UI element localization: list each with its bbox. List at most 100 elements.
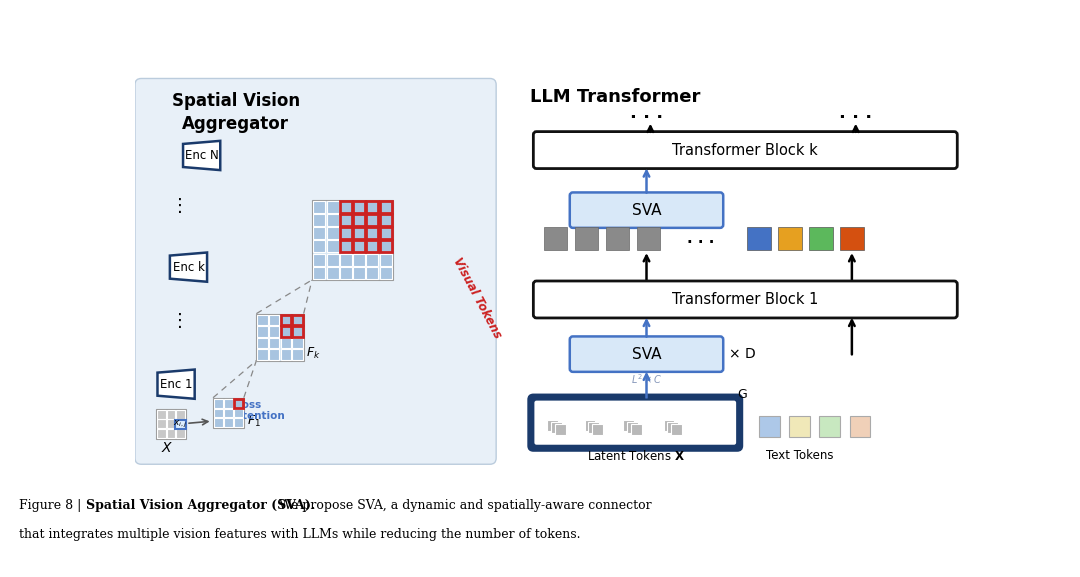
Bar (224, 399, 233, 407)
Bar (576, 227, 598, 250)
Bar (379, 214, 392, 226)
Bar (269, 349, 280, 359)
Bar (281, 314, 291, 325)
Bar (166, 429, 175, 438)
FancyBboxPatch shape (570, 336, 724, 372)
Bar (820, 416, 840, 437)
Bar (366, 253, 378, 265)
Text: We propose SVA, a dynamic and spatially-aware connector: We propose SVA, a dynamic and spatially-… (275, 499, 652, 512)
Bar (257, 326, 268, 336)
Bar (589, 422, 599, 433)
Bar (176, 429, 186, 438)
Text: Visual Tokens: Visual Tokens (450, 255, 504, 340)
Text: Transformer Block k: Transformer Block k (673, 143, 819, 158)
Text: ⋮: ⋮ (171, 197, 189, 215)
FancyBboxPatch shape (534, 399, 738, 446)
Bar (340, 253, 352, 265)
Bar (366, 267, 378, 279)
Bar (257, 349, 268, 359)
Bar (840, 227, 864, 250)
Text: Cross
Attention: Cross Attention (230, 399, 285, 421)
Bar (379, 241, 392, 252)
Text: Enc k: Enc k (173, 261, 204, 273)
Bar (213, 398, 244, 428)
Bar (175, 420, 186, 429)
Text: . . .: . . . (839, 104, 873, 122)
Bar (623, 421, 634, 431)
Bar (166, 410, 175, 418)
Bar (326, 214, 338, 226)
FancyBboxPatch shape (570, 193, 724, 228)
Text: ⋮: ⋮ (171, 312, 189, 330)
Bar (379, 227, 392, 239)
Bar (779, 227, 801, 250)
Text: $L^2 \times C$: $L^2 \times C$ (631, 373, 662, 387)
Polygon shape (183, 141, 220, 170)
Text: $F_k$: $F_k$ (307, 346, 321, 361)
Bar (340, 201, 352, 213)
FancyBboxPatch shape (529, 395, 742, 451)
Bar (326, 201, 338, 213)
FancyBboxPatch shape (534, 132, 957, 168)
Bar (234, 399, 243, 407)
Bar (326, 267, 338, 279)
Bar (313, 253, 325, 265)
Bar (366, 227, 378, 239)
Bar (224, 409, 233, 417)
Text: $X$: $X$ (161, 441, 173, 455)
Bar (326, 241, 338, 252)
Bar (234, 418, 243, 428)
Bar (326, 227, 338, 239)
Bar (313, 227, 325, 239)
Text: SVA: SVA (632, 203, 661, 218)
Bar (627, 422, 638, 433)
Bar (257, 314, 268, 325)
Bar (157, 429, 165, 438)
Bar (584, 421, 595, 431)
Bar (269, 314, 280, 325)
Bar (157, 419, 165, 428)
Bar (663, 421, 674, 431)
Bar (353, 241, 365, 252)
Bar (366, 214, 378, 226)
Polygon shape (170, 253, 207, 282)
Text: $\times$ D: $\times$ D (728, 347, 756, 361)
Bar (672, 424, 683, 435)
Bar (269, 326, 280, 336)
Bar (789, 416, 810, 437)
FancyBboxPatch shape (534, 281, 957, 318)
Text: Transformer Block 1: Transformer Block 1 (672, 292, 819, 307)
Bar (631, 424, 642, 435)
Bar (340, 241, 352, 252)
Bar (257, 338, 268, 348)
Bar (366, 201, 378, 213)
Bar (292, 349, 302, 359)
Bar (156, 409, 186, 439)
Text: . . .: . . . (687, 231, 715, 246)
Bar (555, 424, 566, 435)
Text: Enc N: Enc N (185, 149, 218, 162)
Bar (176, 410, 186, 418)
Bar (166, 419, 175, 428)
Bar (759, 416, 780, 437)
Bar (281, 326, 291, 336)
FancyBboxPatch shape (135, 78, 496, 464)
Bar (548, 421, 558, 431)
Bar (176, 419, 186, 428)
Polygon shape (158, 369, 194, 399)
Text: Spatial Vision
Aggregator: Spatial Vision Aggregator (172, 92, 300, 133)
Text: that integrates multiple vision features with LLMs while reducing the number of : that integrates multiple vision features… (19, 528, 581, 541)
Bar (313, 214, 325, 226)
Bar (224, 418, 233, 428)
Text: $F_1$: $F_1$ (246, 414, 260, 429)
Bar (379, 253, 392, 265)
Bar (809, 227, 833, 250)
Text: Text Tokens: Text Tokens (766, 449, 834, 462)
Bar (544, 227, 567, 250)
Text: Figure 8 |: Figure 8 | (19, 499, 85, 512)
Bar (353, 201, 365, 213)
Bar (850, 416, 870, 437)
Text: Spatial Vision Aggregator (SVA).: Spatial Vision Aggregator (SVA). (86, 499, 315, 512)
Bar (667, 422, 678, 433)
Text: Latent Tokens $\mathbf{X}$: Latent Tokens $\mathbf{X}$ (586, 449, 685, 463)
